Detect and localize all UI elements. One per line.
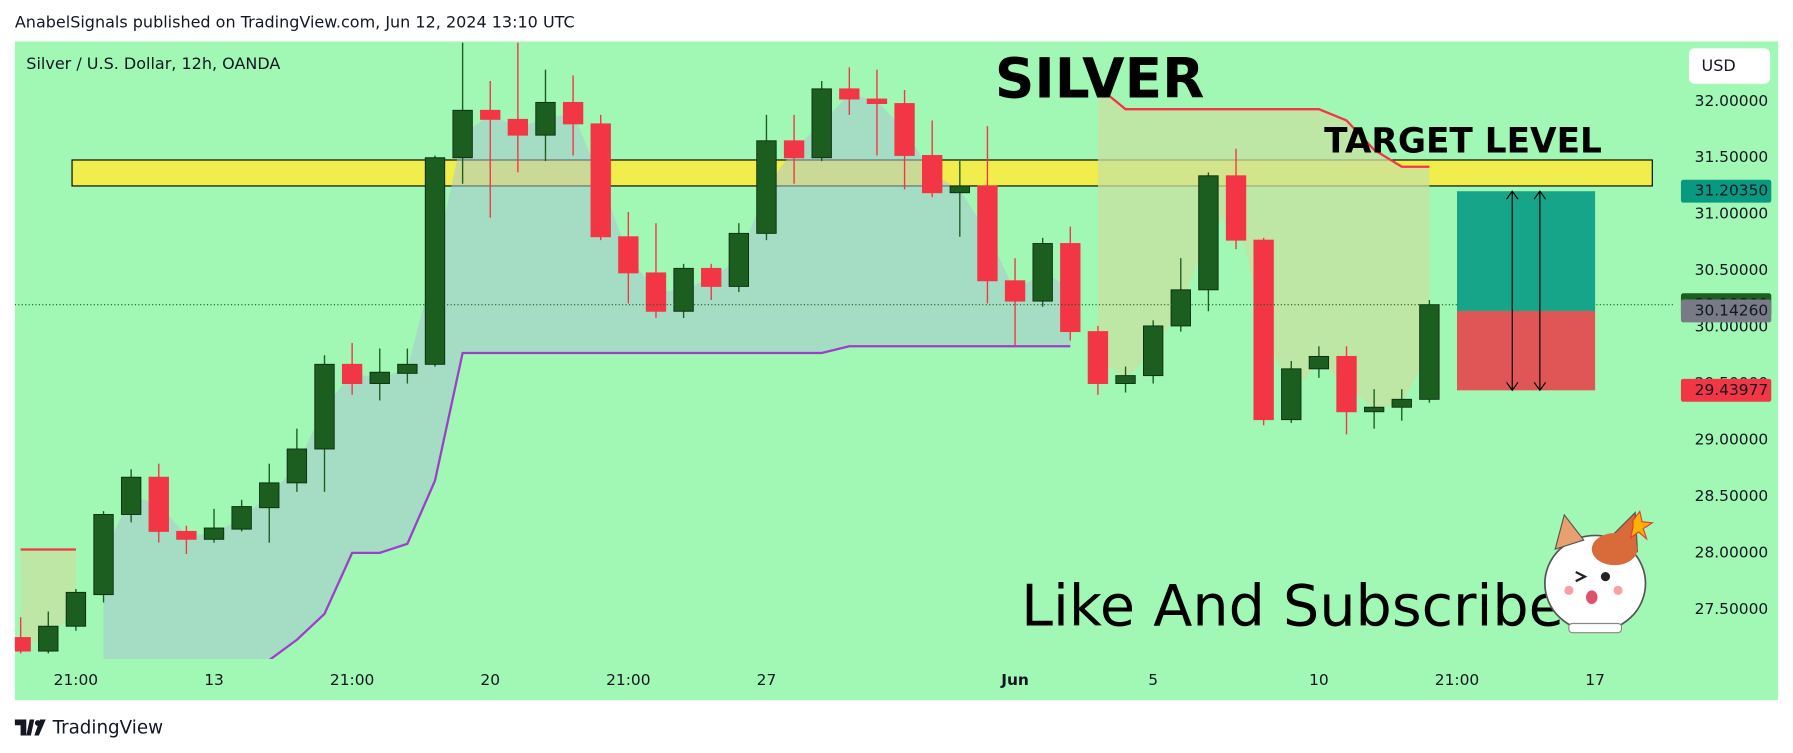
candle-body	[314, 363, 335, 450]
candle-body	[1032, 243, 1053, 302]
x-tick-label: 17	[1585, 671, 1605, 689]
candle-body	[949, 185, 970, 194]
candle-body	[1336, 355, 1357, 413]
currency: USD	[1702, 56, 1736, 75]
y-tick-label: 29.00000	[1695, 430, 1769, 448]
y-tick-label: 30.50000	[1695, 261, 1769, 279]
x-tick-label: 21:00	[1435, 671, 1479, 689]
candle-body	[14, 637, 31, 652]
candle-body	[1281, 368, 1302, 421]
sticker	[1544, 510, 1655, 634]
currency-box	[1688, 48, 1771, 84]
footer-logo	[14, 719, 46, 736]
candle-body	[397, 363, 418, 374]
x-tick-label: 13	[204, 671, 224, 689]
candle-body	[894, 103, 915, 156]
trend-fill	[20, 549, 76, 645]
x-tick-label: Jun	[1000, 671, 1029, 689]
candle-body	[1363, 406, 1385, 413]
candle-body	[1115, 375, 1136, 384]
candle-body	[1087, 331, 1109, 384]
trend-line	[20, 85, 1430, 551]
candle-body	[148, 476, 169, 532]
symbol-legend: Silver / U.S. Dollar, 12h, OANDA	[26, 54, 280, 73]
y-tick-label: 31.00000	[1695, 205, 1769, 223]
candle-body	[93, 514, 114, 596]
candle-body	[590, 123, 611, 238]
candle-body	[369, 371, 390, 384]
annotation: TARGET LEVEL	[1324, 122, 1602, 162]
candle-body	[452, 109, 473, 159]
candle-body	[922, 155, 943, 194]
candle-body	[728, 232, 750, 287]
candle-body	[535, 101, 556, 136]
chart-title: SILVER	[995, 47, 1205, 111]
candle-body	[1308, 355, 1330, 370]
y-tick-label: 28.50000	[1695, 487, 1769, 505]
candle-body	[866, 98, 888, 105]
annotation: Like And Subscribe	[1021, 573, 1564, 639]
candle-body	[701, 267, 722, 287]
y-tick-label: 31.50000	[1695, 148, 1769, 166]
candle-body	[38, 625, 59, 652]
y-tick-label: 32.00000	[1695, 92, 1769, 110]
candle-body	[203, 527, 225, 540]
price-tag-label: 30.14260	[1695, 301, 1769, 319]
candle-body	[341, 363, 363, 384]
candle-body	[783, 140, 805, 159]
candle-body	[1060, 243, 1081, 333]
candle-body	[562, 101, 584, 125]
position-loss	[1457, 310, 1596, 391]
x-tick-label: 21:00	[330, 671, 374, 689]
candle-body	[1419, 304, 1440, 400]
x-tick-label: 5	[1148, 671, 1158, 689]
candle-body	[507, 118, 529, 136]
candle-body	[480, 109, 501, 120]
measure-arrow	[1506, 190, 1519, 392]
candle-body	[1225, 175, 1247, 241]
candle-body	[839, 88, 860, 100]
candle-body	[1170, 289, 1191, 327]
candle-body	[424, 157, 446, 365]
y-tick-label: 28.00000	[1695, 543, 1769, 561]
price-tag	[1680, 378, 1772, 402]
price-tag-label: 29.43977	[1695, 381, 1769, 399]
candle-body	[977, 185, 998, 282]
candle-body	[1253, 239, 1274, 421]
trend-line	[268, 345, 1071, 659]
candle-body	[811, 88, 832, 159]
candle-body	[618, 236, 639, 274]
candle-body	[1391, 398, 1412, 408]
x-tick-label: 10	[1309, 671, 1329, 689]
x-tick-label: 21:00	[606, 671, 650, 689]
candle-body	[756, 140, 777, 234]
position-profit	[1457, 191, 1596, 311]
price-tag	[1680, 179, 1772, 203]
candle-body	[286, 448, 308, 484]
footer: TradingView	[52, 718, 164, 739]
candle-body	[1198, 175, 1219, 291]
candle-body	[176, 530, 197, 540]
header: AnabelSignals published on TradingView.c…	[15, 13, 575, 32]
candle-body	[65, 591, 87, 627]
y-tick-label: 27.50000	[1695, 600, 1769, 618]
candle-body	[231, 506, 252, 530]
x-tick-label: 20	[480, 671, 500, 689]
price-tag	[1680, 299, 1772, 323]
candle-body	[1142, 325, 1164, 377]
candle-body	[645, 272, 667, 312]
candle-body	[259, 482, 280, 509]
x-tick-label: 27	[757, 671, 777, 689]
price-tag-label: 31.20350	[1695, 182, 1769, 200]
candle-body	[1004, 280, 1026, 302]
x-tick-label: 21:00	[54, 671, 98, 689]
trend-fill	[103, 93, 1071, 659]
candle-body	[673, 267, 694, 312]
candle-body	[120, 476, 142, 515]
measure-arrow	[1533, 190, 1547, 392]
